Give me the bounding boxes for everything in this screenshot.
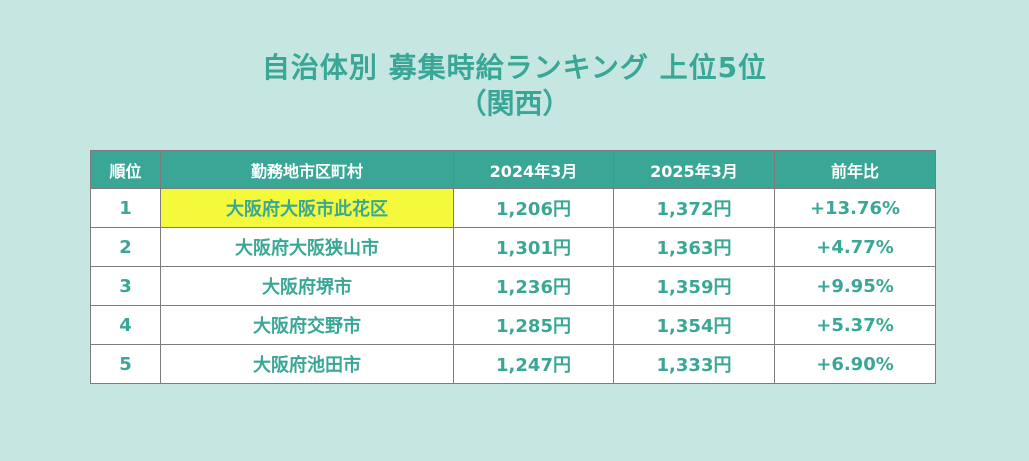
wage-2025-cell: 1,372円: [613, 188, 775, 228]
yoy-cell: +6.90%: [774, 344, 936, 384]
page-title: 自治体別 募集時給ランキング 上位5位 （関西）: [0, 50, 1029, 122]
municipality-cell: 大阪府大阪市此花区: [160, 188, 454, 228]
municipality-cell: 大阪府池田市: [160, 344, 454, 384]
table-header-row: 順位 勤務地市区町村 2024年3月 2025年3月 前年比: [90, 150, 936, 189]
header-rank: 順位: [90, 150, 161, 189]
municipality-cell: 大阪府交野市: [160, 305, 454, 345]
municipality-cell: 大阪府堺市: [160, 266, 454, 306]
yoy-cell: +4.77%: [774, 227, 936, 267]
header-yoy: 前年比: [774, 150, 936, 189]
header-2024: 2024年3月: [453, 150, 614, 189]
wage-2025-cell: 1,363円: [613, 227, 775, 267]
title-region: （関西）: [458, 87, 571, 120]
table-row: 4 大阪府交野市 1,285円 1,354円 +5.37%: [90, 305, 936, 345]
ranking-table: 順位 勤務地市区町村 2024年3月 2025年3月 前年比 1 大阪府大阪市此…: [90, 150, 936, 384]
wage-2024-cell: 1,236円: [453, 266, 614, 306]
table-row: 1 大阪府大阪市此花区 1,206円 1,372円 +13.76%: [90, 188, 936, 228]
rank-cell: 1: [90, 188, 161, 228]
title-main: 自治体別 募集時給ランキング 上位5位: [261, 51, 768, 84]
yoy-cell: +13.76%: [774, 188, 936, 228]
table-row: 3 大阪府堺市 1,236円 1,359円 +9.95%: [90, 266, 936, 306]
rank-cell: 5: [90, 344, 161, 384]
wage-2024-cell: 1,206円: [453, 188, 614, 228]
municipality-cell: 大阪府大阪狭山市: [160, 227, 454, 267]
rank-cell: 3: [90, 266, 161, 306]
header-2025: 2025年3月: [613, 150, 775, 189]
wage-2024-cell: 1,247円: [453, 344, 614, 384]
wage-2025-cell: 1,354円: [613, 305, 775, 345]
wage-2025-cell: 1,333円: [613, 344, 775, 384]
table-row: 2 大阪府大阪狭山市 1,301円 1,363円 +4.77%: [90, 227, 936, 267]
rank-cell: 2: [90, 227, 161, 267]
yoy-cell: +9.95%: [774, 266, 936, 306]
header-municipality: 勤務地市区町村: [160, 150, 454, 189]
table-row: 5 大阪府池田市 1,247円 1,333円 +6.90%: [90, 344, 936, 384]
wage-2024-cell: 1,285円: [453, 305, 614, 345]
wage-2024-cell: 1,301円: [453, 227, 614, 267]
rank-cell: 4: [90, 305, 161, 345]
wage-2025-cell: 1,359円: [613, 266, 775, 306]
yoy-cell: +5.37%: [774, 305, 936, 345]
